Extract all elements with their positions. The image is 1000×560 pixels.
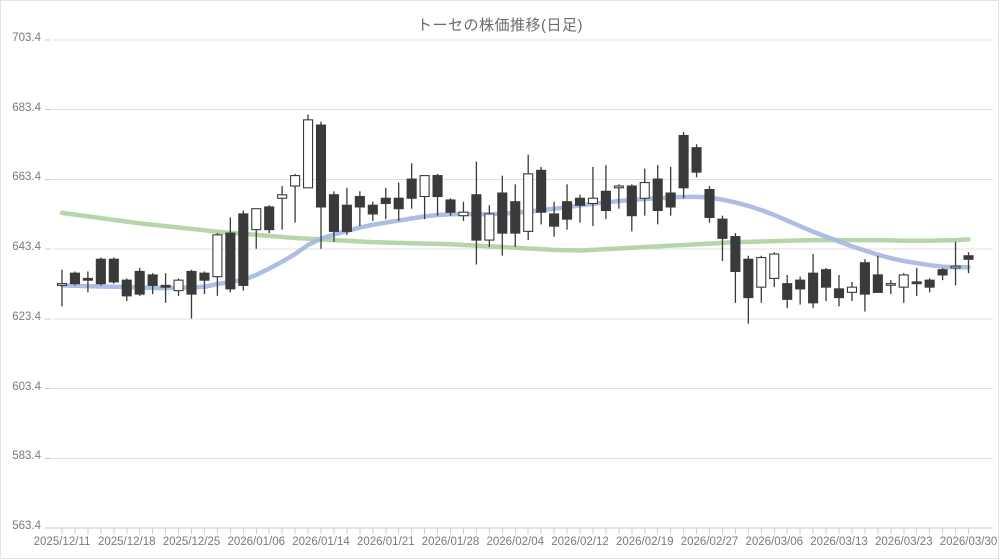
y-axis-tick-label: 563.4 <box>12 520 41 532</box>
y-axis-tick-label: 663.4 <box>12 171 41 184</box>
x-axis-tick-label: 2026/03/06 <box>745 536 804 548</box>
x-axis-tick-label: 2026/01/21 <box>356 536 415 548</box>
x-axis-tick-label: 2025/12/11 <box>33 536 91 548</box>
x-axis-tick-label: 2026/02/19 <box>615 536 674 548</box>
x-axis-tick-label: 2026/02/12 <box>551 536 609 548</box>
x-axis-tick-label: 2026/01/06 <box>227 536 286 548</box>
gridlines <box>45 39 993 529</box>
y-axis-tick-label: 603.4 <box>12 380 41 393</box>
candlestick-series <box>56 114 974 324</box>
x-axis-tick-label: 2026/02/27 <box>680 536 739 548</box>
x-axis-tick-label: 2025/12/25 <box>162 536 221 548</box>
x-axis-tick-label: 2026/02/04 <box>486 536 545 548</box>
x-axis-tick-label: 2025/12/18 <box>97 536 156 548</box>
x-axis-tick-label: 2026/03/13 <box>810 536 868 548</box>
x-axis-ticks <box>61 528 969 534</box>
y-axis-tick-label: 683.4 <box>12 101 41 114</box>
y-axis-tick-label: 583.4 <box>12 450 41 463</box>
y-axis-tick-label: 623.4 <box>12 310 41 323</box>
x-axis-tick-label: 2026/01/14 <box>292 536 350 548</box>
ma-long-line <box>59 210 971 253</box>
x-axis-tick-label: 2026/03/23 <box>874 536 933 548</box>
page-title: トーセの株価推移(日足) <box>417 17 583 34</box>
x-axis-tick-label: 2026/03/30 <box>939 536 998 548</box>
y-axis-ticks <box>45 39 51 529</box>
x-axis-tick-label: 2026/01/28 <box>421 536 480 548</box>
y-axis-tick-label: 643.4 <box>12 241 41 254</box>
y-axis-tick-label: 703.4 <box>12 32 41 44</box>
